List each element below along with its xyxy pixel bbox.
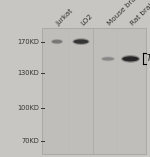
Ellipse shape [72, 38, 90, 45]
Ellipse shape [74, 39, 88, 44]
Text: 170KD: 170KD [17, 39, 39, 45]
Ellipse shape [51, 39, 63, 44]
Text: 100KD: 100KD [17, 105, 39, 111]
Bar [42, 28, 146, 154]
Ellipse shape [122, 56, 139, 61]
Ellipse shape [102, 57, 114, 60]
Ellipse shape [121, 55, 140, 63]
Ellipse shape [52, 40, 62, 43]
Ellipse shape [101, 56, 115, 61]
Text: 70KD: 70KD [21, 138, 39, 143]
Text: 130KD: 130KD [17, 70, 39, 76]
Text: Rat brain: Rat brain [129, 0, 150, 27]
Text: LO2: LO2 [80, 13, 94, 27]
Text: Mouse brain: Mouse brain [106, 0, 142, 27]
Text: Jurkat: Jurkat [56, 8, 75, 27]
Text: TSC1: TSC1 [147, 54, 150, 63]
